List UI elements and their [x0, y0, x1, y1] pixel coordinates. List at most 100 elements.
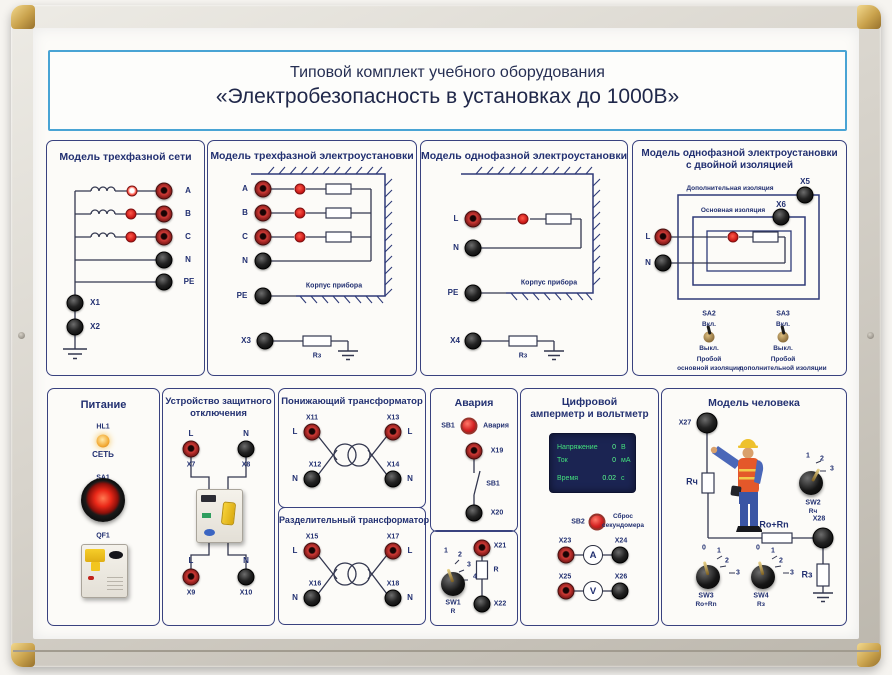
label-sa2-break: Пробой	[696, 355, 722, 363]
terminal-x11[interactable]	[303, 423, 321, 441]
label-sb1: SB1	[441, 422, 455, 430]
terminal-x13[interactable]	[384, 423, 402, 441]
terminal-b[interactable]	[254, 204, 272, 222]
sb2-reset-button[interactable]	[588, 513, 606, 531]
panel-title: Модель трехфазной электроустановки	[210, 150, 414, 162]
frame-seam	[13, 650, 879, 652]
terminal-x10[interactable]	[237, 568, 255, 586]
terminal-x3[interactable]	[256, 332, 274, 350]
qf1-test-button[interactable]	[109, 551, 123, 559]
resistor-rorn-symbol	[761, 532, 793, 544]
terminal-n[interactable]	[464, 239, 482, 257]
terminal-n[interactable]	[654, 254, 672, 272]
terminal-l[interactable]	[464, 210, 482, 228]
terminal-x28[interactable]	[812, 527, 834, 549]
terminal-x27[interactable]	[696, 412, 718, 434]
terminal-l[interactable]	[654, 228, 672, 246]
terminal-pe[interactable]	[155, 273, 173, 291]
frame-corner-cap	[11, 643, 35, 667]
rcd-lever[interactable]	[220, 501, 237, 526]
rcd-test-button[interactable]	[204, 529, 215, 536]
resistor-symbol	[752, 231, 779, 243]
sw1-rotary-knob[interactable]	[441, 568, 465, 596]
label-sw4: SW4	[753, 592, 769, 600]
terminal-x21[interactable]	[473, 539, 491, 557]
terminal-x5[interactable]	[796, 186, 814, 204]
terminal-c[interactable]	[155, 228, 173, 246]
terminal-a[interactable]	[254, 180, 272, 198]
qf1-lever[interactable]	[91, 562, 100, 571]
terminal-x20[interactable]	[465, 504, 483, 522]
human-wiring-diagram	[701, 432, 833, 603]
label-sa3-break2: дополнительной изоляции	[739, 364, 827, 372]
label-r: R	[493, 566, 499, 574]
label-a: A	[185, 186, 191, 195]
terminal-x26[interactable]	[611, 582, 629, 600]
terminal-x2[interactable]	[66, 318, 84, 336]
rcd-device[interactable]	[196, 489, 243, 543]
label-sa2-on: Вкл.	[702, 320, 716, 328]
sw4-pos-1: 1	[771, 547, 775, 555]
sw4-rotary-knob[interactable]	[751, 561, 775, 589]
human-figure	[710, 439, 764, 532]
terminal-x18[interactable]	[384, 589, 402, 607]
terminal-c[interactable]	[254, 228, 272, 246]
p3-wiring-diagram	[461, 166, 601, 361]
label-n-right: N	[407, 593, 413, 602]
label-sa2-off: Выкл.	[699, 344, 719, 352]
terminal-a[interactable]	[155, 182, 173, 200]
terminal-x15[interactable]	[303, 542, 321, 560]
terminal-b[interactable]	[155, 205, 173, 223]
terminal-pe[interactable]	[254, 287, 272, 305]
terminal-x12[interactable]	[303, 470, 321, 488]
terminal-x17[interactable]	[384, 542, 402, 560]
terminal-x23[interactable]	[557, 546, 575, 564]
sa2-toggle-switch[interactable]	[703, 331, 715, 343]
terminal-n[interactable]	[254, 252, 272, 270]
terminal-x4[interactable]	[464, 332, 482, 350]
terminal-x14[interactable]	[384, 470, 402, 488]
label-sw1: SW1	[445, 599, 461, 607]
sw3-rotary-knob[interactable]	[696, 561, 720, 589]
sw4-pos-3: 3	[790, 569, 794, 577]
panel-three-phase-installation: Модель трехфазной электроустановки A B C…	[207, 140, 417, 376]
terminal-pe[interactable]	[464, 284, 482, 302]
sa1-power-button[interactable]	[81, 478, 125, 522]
frame-corner-cap	[857, 5, 881, 29]
label-sw1-r: R	[450, 607, 456, 615]
terminal-x7[interactable]	[182, 440, 200, 458]
transformer-symbol	[347, 443, 371, 467]
terminal-n[interactable]	[155, 251, 173, 269]
label-sb1-switch: SB1	[486, 480, 500, 488]
sw2-pos-2: 2	[820, 455, 824, 463]
label-x16: X16	[308, 580, 322, 588]
terminal-x8[interactable]	[237, 440, 255, 458]
terminal-x16[interactable]	[303, 589, 321, 607]
terminal-x24[interactable]	[611, 546, 629, 564]
terminal-x25[interactable]	[557, 582, 575, 600]
hl1-power-lamp	[96, 434, 110, 448]
transformer-symbol	[333, 443, 357, 467]
sb1-accident-button[interactable]	[460, 417, 478, 435]
panel-title: Разделительный трансформатор	[279, 515, 430, 525]
label-n-bottom: N	[243, 556, 249, 565]
phase-b-led	[294, 207, 306, 219]
sw2-pos-1: 1	[806, 452, 810, 460]
display-voltage-value: 0	[612, 444, 616, 451]
qf1-circuit-breaker[interactable]	[81, 544, 128, 598]
terminal-x9[interactable]	[182, 568, 200, 586]
sa3-toggle-switch[interactable]	[777, 331, 789, 343]
phase-a-led	[126, 185, 138, 197]
phase-l-led	[727, 231, 739, 243]
label-rz: Rз	[801, 569, 813, 580]
panel-title: Питание	[80, 399, 127, 411]
display-time-unit: с	[621, 475, 625, 482]
terminal-x1[interactable]	[66, 294, 84, 312]
sw2-rotary-knob[interactable]	[799, 468, 823, 495]
label-pe: PE	[447, 288, 459, 297]
frame-corner-cap	[857, 643, 881, 667]
terminal-x6[interactable]	[772, 208, 790, 226]
frame-corner-cap	[11, 5, 35, 29]
terminal-x22[interactable]	[473, 595, 491, 613]
terminal-x19[interactable]	[465, 442, 483, 460]
